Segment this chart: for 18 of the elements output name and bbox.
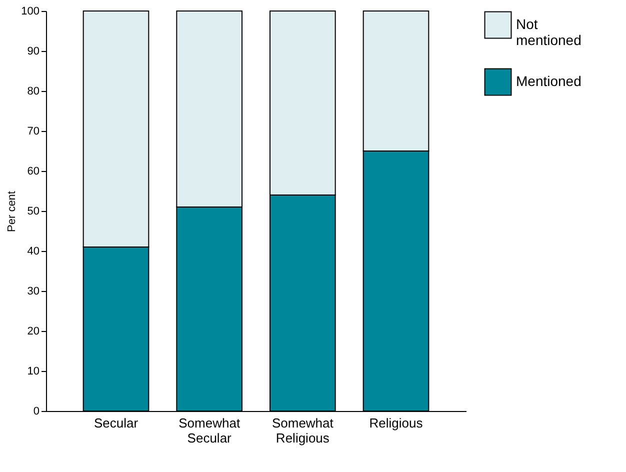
y-tick-label: 90 [27, 46, 40, 58]
y-tick-label: 60 [27, 166, 40, 178]
y-tick-label: 50 [27, 206, 40, 218]
y-tick-label: 80 [27, 86, 40, 98]
legend-label: Mentioned [516, 73, 582, 89]
y-tick-label: 10 [27, 366, 40, 378]
y-tick-label: 30 [27, 286, 40, 298]
x-tick-label: Somewhat Religious [272, 416, 334, 446]
y-tick-label: 20 [27, 326, 40, 338]
x-tick-label: Somewhat Secular [178, 416, 240, 446]
y-tick-label: 70 [27, 126, 40, 138]
legend-label: Not mentioned [516, 16, 582, 48]
y-tick-label: 40 [27, 246, 40, 258]
y-axis-title: Per cent [6, 191, 18, 232]
x-tick-label: Religious [369, 416, 424, 430]
x-tick-label: Secular [94, 416, 139, 430]
y-tick-label: 0 [33, 406, 40, 418]
y-tick-label: 100 [21, 6, 40, 18]
